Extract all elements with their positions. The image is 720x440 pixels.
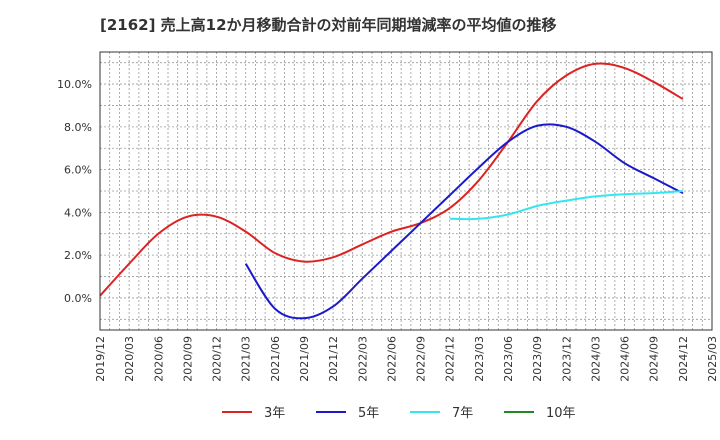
x-tick-label: 2020/12	[211, 336, 224, 382]
x-tick-label: 2024/06	[619, 336, 632, 382]
legend-label: 5年	[358, 406, 379, 421]
y-tick-label: 4.0%	[64, 206, 92, 219]
y-tick-label: 0.0%	[64, 292, 92, 305]
series-line-3	[449, 190, 683, 221]
chart-title: [2162] 売上高12か月移動合計の対前年同期増減率の平均値の推移	[100, 16, 557, 34]
x-tick-label: 2025/03	[706, 336, 719, 382]
x-tick-label: 2023/06	[502, 336, 515, 382]
x-tick-label: 2022/03	[356, 336, 369, 382]
x-tick-label: 2021/09	[298, 336, 311, 382]
x-tick-label: 2024/09	[648, 336, 661, 382]
x-tick-label: 2021/06	[269, 336, 282, 382]
y-tick-label: 2.0%	[64, 249, 92, 262]
x-tick-label: 2022/06	[385, 336, 398, 382]
x-tick-label: 2021/12	[327, 336, 340, 382]
y-tick-label: 10.0%	[57, 78, 92, 91]
x-tick-label: 2019/12	[94, 336, 107, 382]
series-line-2	[244, 123, 684, 320]
x-tick-label: 2023/09	[531, 336, 544, 382]
plot-area-frame	[99, 51, 713, 331]
legend-label: 7年	[452, 406, 473, 421]
x-tick-label: 2023/03	[473, 336, 486, 382]
x-tick-label: 2024/03	[589, 336, 602, 382]
x-tick-label: 2020/03	[123, 336, 136, 382]
y-tick-label: 8.0%	[64, 121, 92, 134]
legend-label: 10年	[546, 406, 576, 421]
x-tick-label: 2022/12	[444, 336, 457, 382]
x-tick-label: 2023/12	[560, 336, 573, 382]
x-tick-label: 2024/12	[677, 336, 690, 382]
y-tick-label: 6.0%	[64, 164, 92, 177]
x-tick-label: 2022/09	[415, 336, 428, 382]
x-tick-label: 2020/09	[181, 336, 194, 382]
x-tick-label: 2020/06	[152, 336, 165, 382]
legend-label: 3年	[264, 406, 285, 421]
x-tick-label: 2021/03	[240, 336, 253, 382]
series-line-1	[99, 62, 684, 297]
